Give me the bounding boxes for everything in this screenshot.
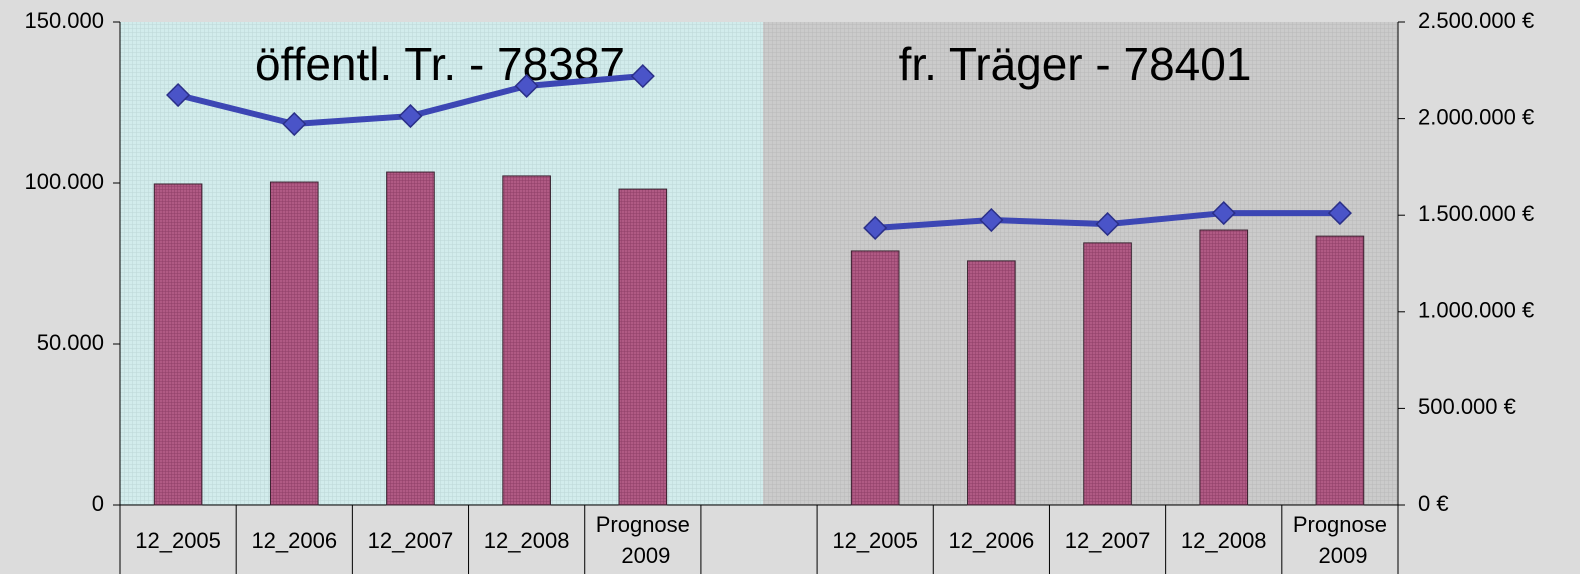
bar bbox=[618, 188, 668, 506]
bar bbox=[502, 175, 551, 506]
line-marker bbox=[1211, 201, 1236, 226]
y-tick-label: 150.000 bbox=[24, 8, 104, 33]
bar bbox=[967, 260, 1016, 506]
bar bbox=[153, 183, 203, 506]
bar bbox=[269, 181, 319, 506]
x-tick-label: 12_2007 bbox=[368, 528, 454, 553]
x-tick-label: 12_2007 bbox=[1065, 528, 1151, 553]
y2-tick-label: 2.500.000 € bbox=[1418, 8, 1534, 33]
bar bbox=[1083, 242, 1132, 506]
bar bbox=[1199, 229, 1249, 506]
x-tick-label: Prognose 2009 bbox=[596, 512, 690, 568]
x-tick-label: 12_2008 bbox=[1181, 528, 1267, 553]
y2-tick-label: 0 € bbox=[1418, 491, 1449, 516]
y2-tick-label: 1.000.000 € bbox=[1418, 298, 1534, 323]
line-marker bbox=[1095, 212, 1120, 237]
y-tick-label: 50.000 bbox=[37, 330, 104, 355]
x-tick-label: 12_2006 bbox=[949, 528, 1035, 553]
line-marker bbox=[282, 111, 307, 137]
line-marker bbox=[630, 64, 655, 89]
panel-title: fr. Träger - 78401 bbox=[899, 38, 1252, 90]
y-tick-label: 100.000 bbox=[24, 169, 104, 194]
y2-tick-label: 500.000 € bbox=[1418, 394, 1516, 419]
line-marker bbox=[514, 73, 539, 99]
x-tick-label: Prognose 2009 bbox=[1293, 512, 1387, 568]
x-tick-label: 12_2005 bbox=[832, 528, 918, 553]
x-tick-label: 12_2008 bbox=[484, 528, 570, 553]
bar bbox=[850, 250, 900, 506]
line-marker bbox=[166, 82, 191, 108]
x-tick-label: 12_2005 bbox=[135, 528, 221, 553]
bar bbox=[1315, 235, 1365, 506]
y2-tick-label: 1.500.000 € bbox=[1418, 201, 1534, 226]
line-marker bbox=[1327, 201, 1352, 226]
bar bbox=[386, 171, 435, 506]
x-tick-label: 12_2006 bbox=[251, 528, 337, 553]
line-marker bbox=[863, 215, 888, 241]
y-tick-label: 0 bbox=[92, 491, 104, 516]
line-marker bbox=[979, 207, 1004, 233]
line-marker bbox=[398, 104, 423, 129]
y2-tick-label: 2.000.000 € bbox=[1418, 104, 1534, 129]
